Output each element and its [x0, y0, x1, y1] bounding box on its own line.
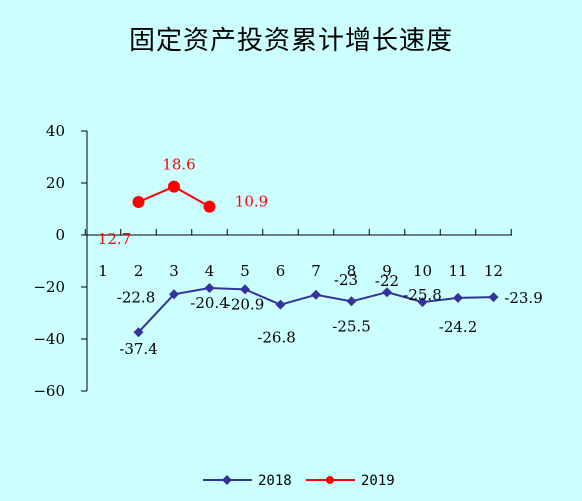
- series-2019-point: [132, 195, 145, 208]
- x-category-label: 10: [413, 262, 432, 280]
- x-category-label: 8: [347, 262, 357, 280]
- chart-title: 固定资产投资累计增长速度: [128, 26, 453, 56]
- x-category-label: 7: [311, 262, 321, 280]
- y-tick-label: 40: [46, 122, 65, 140]
- data-label-2018: -25.8: [403, 286, 441, 304]
- data-label-2019: 18.6: [162, 156, 195, 174]
- x-category-label: 4: [205, 262, 215, 280]
- x-category-label: 11: [448, 262, 467, 280]
- data-label-2018: -23: [334, 271, 358, 289]
- data-label-2018: -22: [375, 272, 399, 290]
- series-2018-point: [346, 296, 357, 307]
- data-label-2019: 12.7: [98, 230, 131, 248]
- data-label-2018: -20.9: [226, 295, 264, 313]
- series-2018-point: [240, 284, 250, 295]
- series-2018-point: [275, 299, 286, 310]
- x-category-label: 3: [169, 262, 179, 280]
- series-2018-point: [311, 289, 321, 300]
- data-label-2018: -25.5: [332, 317, 370, 335]
- series-2019-point: [203, 200, 216, 213]
- y-tick-label: −60: [33, 382, 65, 400]
- x-category-label: 1: [98, 262, 108, 280]
- y-tick-label: −20: [33, 278, 65, 296]
- series-2018-point: [488, 292, 499, 303]
- legend-2018-marker: [222, 475, 232, 485]
- x-category-label: 5: [240, 262, 250, 280]
- data-label-2018: -22.8: [117, 288, 155, 306]
- data-label-2018: -26.8: [257, 329, 295, 347]
- data-label-2018: -37.4: [119, 340, 157, 358]
- y-tick-label: 20: [46, 174, 65, 192]
- series-2018-point: [133, 327, 144, 338]
- series-2018-point: [417, 297, 428, 308]
- legend-2019-label: 2019: [361, 473, 395, 489]
- series-2019-point: [168, 180, 180, 193]
- data-label-2018: -23.9: [504, 289, 542, 307]
- x-category-label: 2: [134, 262, 144, 280]
- series-2018-point: [453, 292, 463, 303]
- data-label-2018: -20.4: [190, 294, 228, 312]
- y-tick-label: 0: [55, 226, 65, 244]
- x-category-label: 6: [276, 262, 286, 280]
- data-label-2019: 10.9: [235, 193, 268, 211]
- series-2018-point: [169, 289, 179, 300]
- legend-2019-marker: [326, 476, 334, 484]
- series-2018-point: [204, 283, 215, 294]
- x-category-label: 9: [382, 262, 392, 280]
- y-tick-label: −40: [33, 330, 65, 348]
- series-2018-point: [382, 287, 392, 298]
- legend-2018-label: 2018: [258, 473, 292, 489]
- data-label-2018: -24.2: [439, 318, 477, 336]
- x-category-label: 12: [484, 262, 503, 280]
